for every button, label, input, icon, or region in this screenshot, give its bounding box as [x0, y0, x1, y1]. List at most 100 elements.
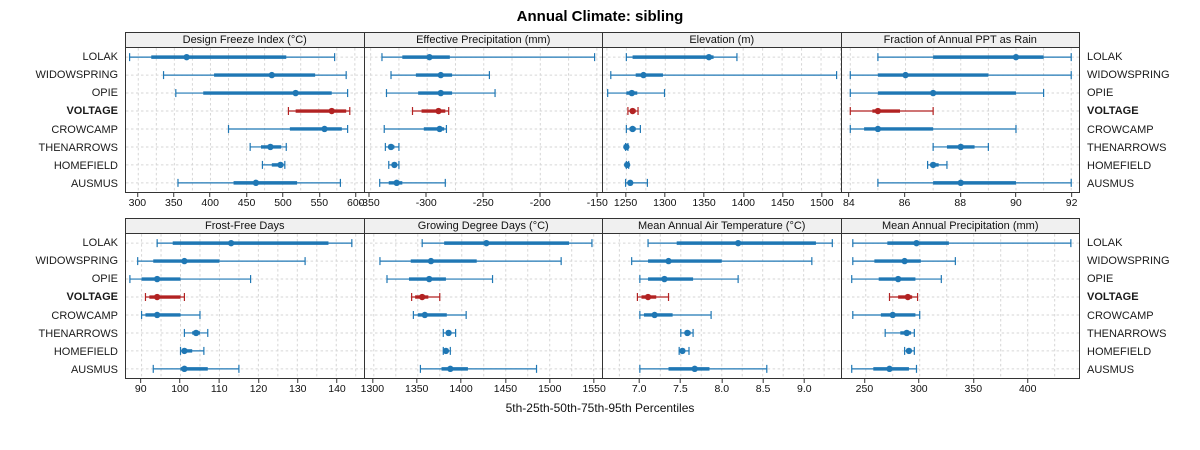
axis-tick: 84: [843, 193, 855, 209]
panel-title-fraction-of-annual-ppt-as-rain: Fraction of Annual PPT as Rain: [840, 32, 1080, 48]
site-label-crowcamp: CROWCAMP: [51, 309, 118, 322]
x-axis-caption: 5th-25th-50th-75th-95th Percentiles: [505, 401, 695, 415]
axis-tick: -150: [587, 193, 608, 209]
tick-mark: [972, 379, 974, 383]
site-label-opie: OPIE: [1087, 273, 1114, 286]
site-label-lolak: LOLAK: [1087, 237, 1123, 250]
tick-label: 1550: [582, 383, 606, 395]
panel-mean-annual-precipitation-mm: Mean Annual Precipitation (mm) 250 300 350 4…: [840, 218, 1080, 398]
tick-mark: [703, 193, 705, 197]
site-label-crowcamp: CROWCAMP: [1087, 309, 1154, 322]
gridlines: [126, 234, 364, 378]
tick-label: 550: [310, 197, 329, 209]
percentile-series-thenarrows: [680, 328, 694, 337]
percentile-series-widowspring: [849, 71, 1072, 80]
site-label-thenarrows: THENARROWS: [1087, 327, 1167, 340]
axis-tick: 110: [211, 379, 228, 395]
tick-label: -250: [472, 197, 494, 209]
panel-plot-elevation-m: [602, 48, 842, 193]
panel-plot-mean-annual-air-temperature-c: [602, 234, 842, 379]
tick-label: 8.0: [714, 383, 730, 395]
percentile-series-ausmus: [850, 364, 917, 373]
panel-x-axis-frost-free-days: 90 100 110 120 130 140: [125, 379, 365, 398]
percentile-series-opie: [385, 89, 496, 98]
tick-mark: [803, 379, 805, 383]
tick-mark: [782, 193, 784, 197]
tick-mark: [821, 193, 823, 197]
tick-label: 1450: [493, 383, 518, 395]
percentile-series-widowspring: [137, 257, 306, 266]
panel-x-axis-growing-degree-days-c: 1300 1350 1400 1450 1500 1550: [361, 379, 606, 398]
site-label-homefield: HOMEFIELD: [53, 159, 118, 172]
tick-label: 1500: [810, 197, 834, 209]
axis-tick: 1450: [771, 193, 794, 209]
site-label-thenarrows: THENARROWS: [1087, 141, 1167, 154]
axis-tick: 1250: [614, 193, 637, 209]
site-label-crowcamp: CROWCAMP: [51, 123, 118, 136]
axis-tick: 7.5: [673, 379, 688, 395]
percentile-series-thenarrows: [384, 142, 400, 151]
panel-title-design-freeze-index-c: Design Freeze Index (°C): [125, 32, 365, 48]
panel-title-frost-free-days: Frost-Free Days: [125, 218, 365, 234]
tick-label: 90: [134, 383, 147, 395]
tick-label: 1300: [360, 383, 385, 395]
axis-tick: 1400: [732, 193, 755, 209]
site-label-widowspring: WIDOWSPRING: [35, 69, 119, 82]
panel-title-elevation-m: Elevation (m): [602, 32, 842, 48]
tick-mark: [1071, 193, 1073, 197]
trellis-grid: LOLAK WIDOWSPRING OPIE VOLTAGE CROWCAMP THENA…: [0, 32, 1200, 398]
panel-canvas: [364, 48, 602, 192]
percentile-series-crowcamp: [849, 124, 1017, 133]
panel-plot-mean-annual-precipitation-mm: [840, 234, 1080, 379]
percentile-series-thenarrows: [623, 142, 630, 151]
tick-mark: [218, 379, 220, 383]
tick-label: 300: [910, 383, 928, 395]
axis-tick: 300: [910, 379, 928, 395]
tick-label: 100: [171, 383, 189, 395]
percentile-series-voltage: [888, 293, 918, 302]
tick-label: 1500: [538, 383, 562, 395]
panel-plot-design-freeze-index-c: [125, 48, 365, 193]
site-label-voltage: VOLTAGE: [1087, 105, 1139, 118]
gridlines: [603, 234, 841, 378]
panel-effective-precipitation-mm: Effective Precipitation (mm) -350 -300 -250…: [359, 32, 608, 212]
tick-label: 1350: [692, 197, 716, 209]
tick-label: -200: [529, 197, 551, 209]
percentile-series-crowcamp: [639, 310, 712, 319]
panel-x-axis-effective-precipitation-mm: -350 -300 -250 -200 -150: [359, 193, 608, 212]
percentile-series-lolak: [851, 239, 1071, 248]
axis-tick: 8.5: [755, 379, 771, 395]
tick-label: 250: [855, 383, 874, 395]
axis-tick: 1300: [361, 379, 384, 395]
axis-tick: 8.0: [714, 379, 729, 395]
percentile-series-crowcamp: [140, 310, 201, 319]
tick-label: 140: [328, 383, 346, 395]
percentile-series-thenarrows: [884, 328, 915, 337]
site-label-ausmus: AUSMUS: [70, 363, 118, 376]
site-label-widowspring: WIDOWSPRING: [1087, 69, 1170, 82]
panel-row-1: LOLAK WIDOWSPRING OPIE VOLTAGE CROWCAMP THENA…: [0, 32, 1200, 212]
axis-tick: 130: [289, 379, 307, 395]
percentile-series-homefield: [623, 160, 631, 169]
percentile-series-lolak: [876, 53, 1072, 62]
percentile-series-ausmus: [876, 178, 1072, 187]
panel-fraction-of-annual-ppt-as-rain: Fraction of Annual PPT as Rain 84 86 88 90 92: [840, 32, 1080, 212]
axis-tick: 1300: [653, 193, 676, 209]
tick-mark: [416, 379, 418, 383]
percentile-series-homefield: [903, 346, 915, 355]
tick-mark: [318, 193, 320, 197]
axis-tick: 1400: [449, 379, 473, 395]
percentile-series-thenarrows: [249, 142, 287, 151]
axis-tick: 9.0: [797, 379, 812, 395]
percentile-series-ausmus: [419, 364, 537, 373]
tick-mark: [282, 193, 284, 197]
tick-label: 8.5: [755, 383, 771, 395]
tick-label: 92: [1065, 197, 1078, 209]
tick-mark: [721, 379, 723, 383]
percentile-series-ausmus: [177, 178, 341, 187]
percentile-series-homefield: [261, 160, 286, 169]
axis-tick: 88: [954, 193, 966, 209]
tick-mark: [336, 379, 338, 383]
tick-mark: [355, 193, 357, 197]
tick-label: 84: [843, 197, 855, 209]
